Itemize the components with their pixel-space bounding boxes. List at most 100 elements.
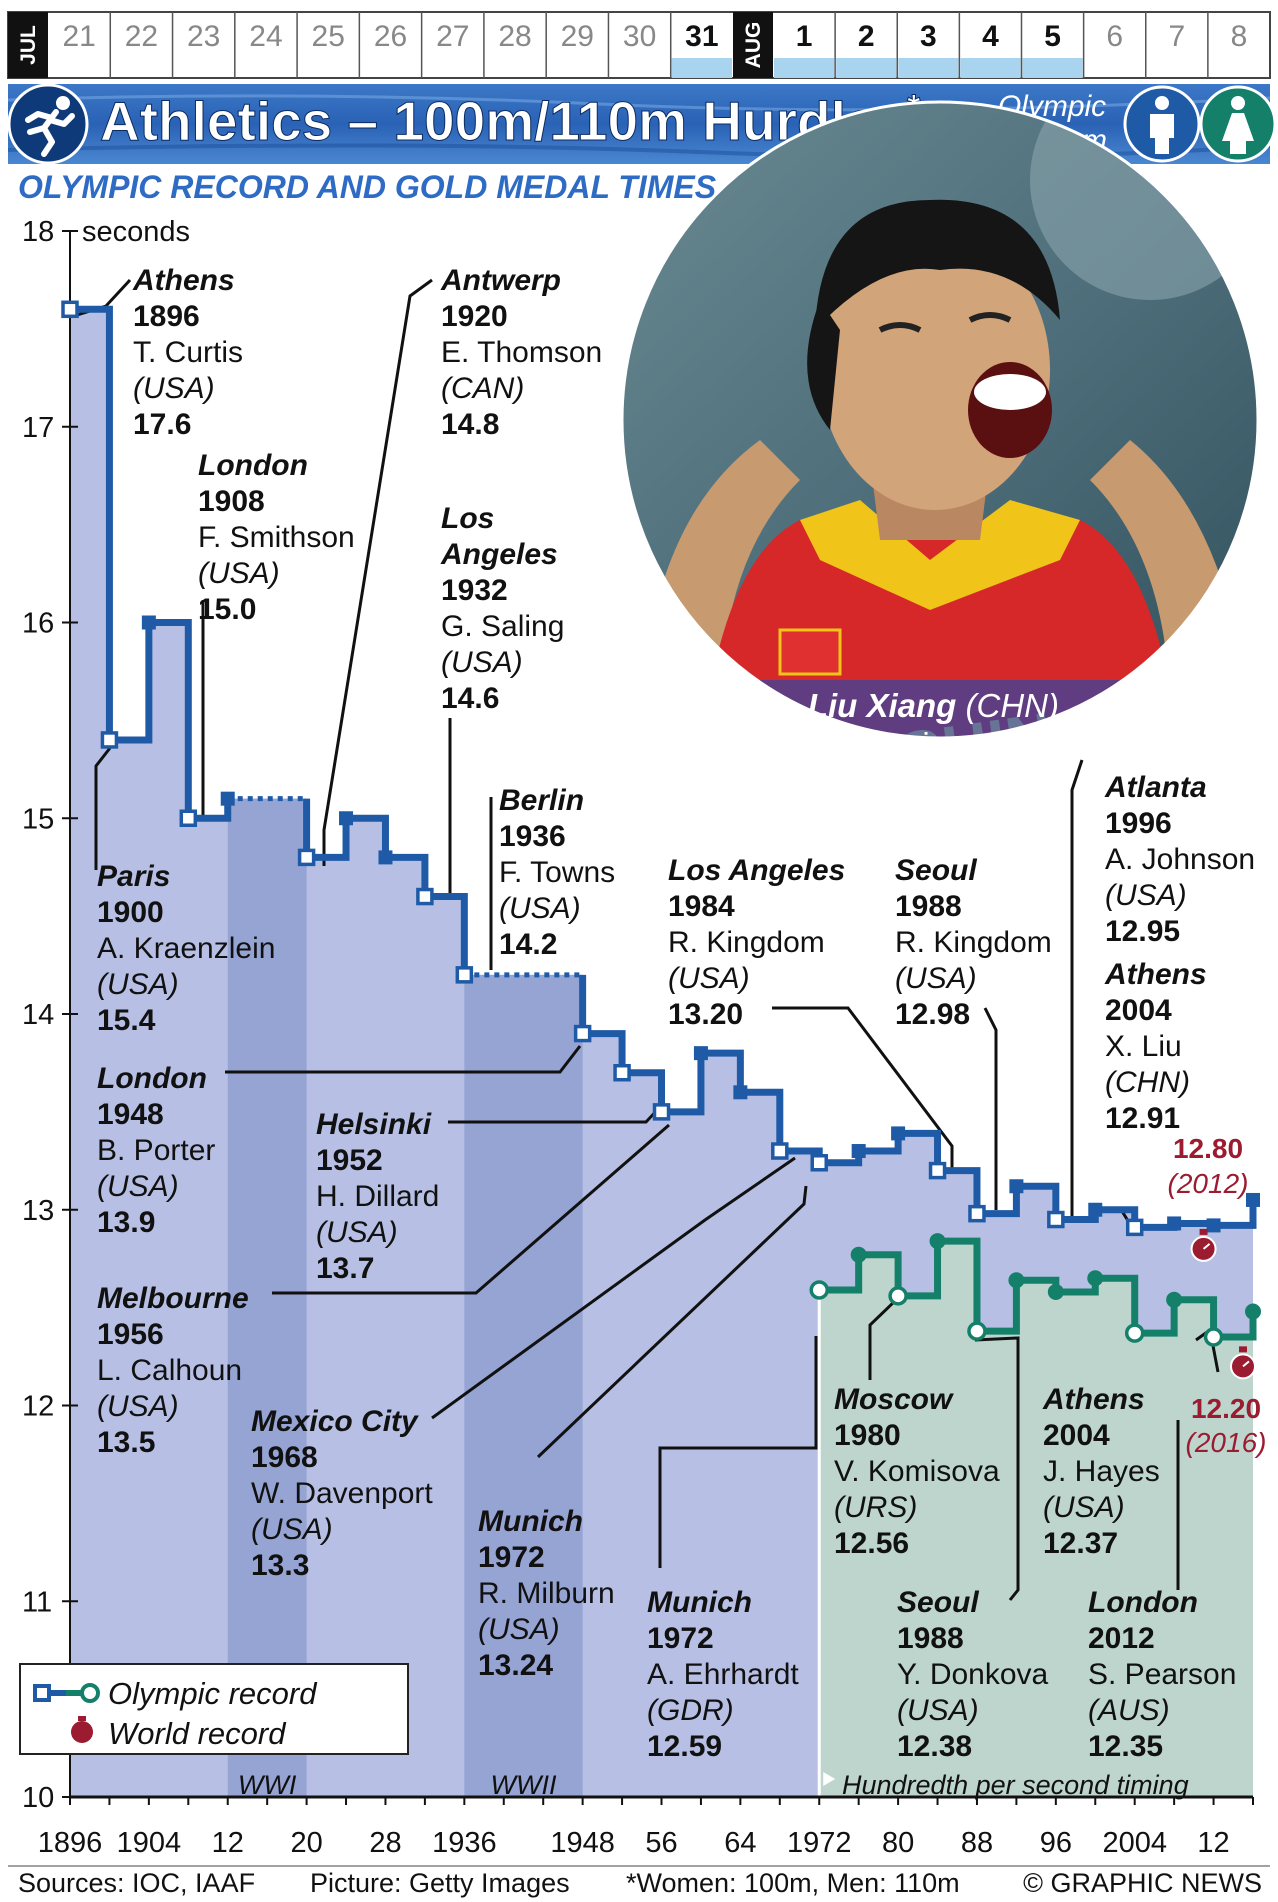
annotation-year: 1952 (316, 1144, 383, 1177)
y-tick-label: 17 (22, 412, 54, 444)
world-record-year: (2016) (1186, 1427, 1267, 1458)
annotation-city: Melbourne (97, 1282, 249, 1315)
y-tick-label: 18 (22, 216, 54, 248)
annotation-city: Atlanta (1104, 771, 1207, 804)
annotation-leader-line (272, 1123, 670, 1295)
annotation-time: 12.56 (834, 1527, 909, 1560)
calendar-highlight (1022, 58, 1083, 78)
annotation-country: (CAN) (441, 372, 524, 405)
men-result-point (851, 1144, 866, 1159)
annotation-city: Athens (132, 264, 235, 297)
y-tick-label: 13 (22, 1195, 54, 1227)
calendar-highlight (774, 58, 835, 78)
annotation-city: Helsinki (316, 1108, 432, 1141)
annotation-city: Athens (1104, 958, 1207, 991)
annotation-time: 12.59 (647, 1730, 722, 1763)
y-tick-label: 16 (22, 608, 54, 640)
men-record-point (928, 1161, 947, 1180)
x-tick-label: 1972 (787, 1827, 852, 1859)
annotation-athlete: Y. Donkova (897, 1658, 1049, 1691)
annotation-year: 1996 (1105, 807, 1172, 840)
annotation-leader-line (1070, 759, 1084, 1220)
y-axis-label: seconds (82, 216, 190, 248)
annotation-leader-line (658, 1336, 818, 1568)
men-result-point (141, 615, 156, 630)
annotation-athlete: R. Kingdom (895, 926, 1052, 959)
annotation-athlete: G. Saling (441, 610, 564, 643)
men-result-point (1009, 1179, 1024, 1194)
calendar-day-jul-23: 23 (187, 20, 220, 53)
men-result-point (1088, 1202, 1103, 1217)
annotation-year: 1900 (97, 896, 164, 929)
annotation-athlete: B. Porter (97, 1134, 215, 1167)
annotation-country: (USA) (97, 1170, 179, 1203)
legend-olympic-record: Olympic record (108, 1676, 318, 1711)
footer-note: *Women: 100m, Men: 110m (626, 1868, 960, 1898)
annotation-athlete: X. Liu (1105, 1030, 1182, 1063)
men-record-point (968, 1204, 986, 1223)
men-result-point (693, 1046, 708, 1061)
calendar-day-aug-5: 5 (1044, 20, 1061, 53)
calendar-highlight (671, 58, 732, 78)
women-result-point (1087, 1270, 1104, 1287)
annotation-time: 12.37 (1043, 1527, 1118, 1560)
x-tick-label: 56 (645, 1827, 677, 1859)
legend-world-record: World record (108, 1716, 287, 1751)
calendar-highlight (898, 58, 959, 78)
chart-legend: Olympic record World record (19, 1663, 409, 1755)
x-tick-label: 12 (1197, 1827, 1229, 1859)
annotation-country: (AUS) (1088, 1694, 1170, 1727)
x-tick-label: 20 (290, 1827, 322, 1859)
world-record-time: 12.80 (1173, 1133, 1243, 1164)
annotation-country: (USA) (251, 1513, 333, 1546)
x-tick-label: 1896 (38, 1827, 103, 1859)
x-tick-label: 2004 (1102, 1827, 1167, 1859)
war-period-label: WWII (490, 1770, 556, 1800)
world-record-label-2012: 12.80 (2012) (1168, 1133, 1249, 1199)
war-period-wwi (227, 798, 307, 1797)
annotation-year: 1948 (97, 1098, 164, 1131)
man-icon (1123, 85, 1201, 163)
men-result-point (1167, 1216, 1182, 1231)
calendar-day-jul-21: 21 (62, 20, 95, 53)
x-tick-label: 64 (724, 1827, 756, 1859)
women-result-point (1008, 1272, 1025, 1289)
annotation-year: 1988 (897, 1622, 964, 1655)
annotation-city: Berlin (499, 784, 584, 817)
annotation-city: Seoul (897, 1586, 979, 1619)
annotation-time: 12.91 (1105, 1102, 1180, 1135)
calendar-day-aug-6: 6 (1106, 20, 1123, 53)
annotation-year: 2004 (1105, 994, 1172, 1027)
annotation-athlete: R. Kingdom (668, 926, 825, 959)
stopwatch-hand (1202, 1243, 1211, 1250)
world-record-marker (1230, 1346, 1256, 1380)
x-tick-label: 1948 (550, 1827, 615, 1859)
men-result-point (378, 850, 393, 865)
calendar-day-aug-4: 4 (982, 20, 999, 53)
annotation-country: (USA) (897, 1694, 979, 1727)
x-tick-label: 1936 (432, 1827, 497, 1859)
annotation-year: 1972 (478, 1541, 545, 1574)
men-record-point (179, 809, 198, 827)
calendar-day-aug-2: 2 (858, 20, 875, 53)
photo-caption-line-1: Liu Xiang (CHN), (808, 687, 1068, 724)
annotation-time: 17.6 (133, 408, 191, 441)
women-result-point (1245, 1303, 1261, 1320)
annotation-time: 12.98 (895, 998, 970, 1031)
calendar-day-aug-3: 3 (920, 20, 937, 53)
x-tick-label: 96 (1040, 1827, 1072, 1859)
annotation-city: Los (441, 502, 494, 535)
annotation-year: 1984 (668, 890, 735, 923)
sprinter-icon (7, 83, 89, 165)
men-result-point (339, 811, 354, 826)
women-area (819, 1241, 1253, 1797)
annotation-country: (USA) (668, 962, 750, 995)
